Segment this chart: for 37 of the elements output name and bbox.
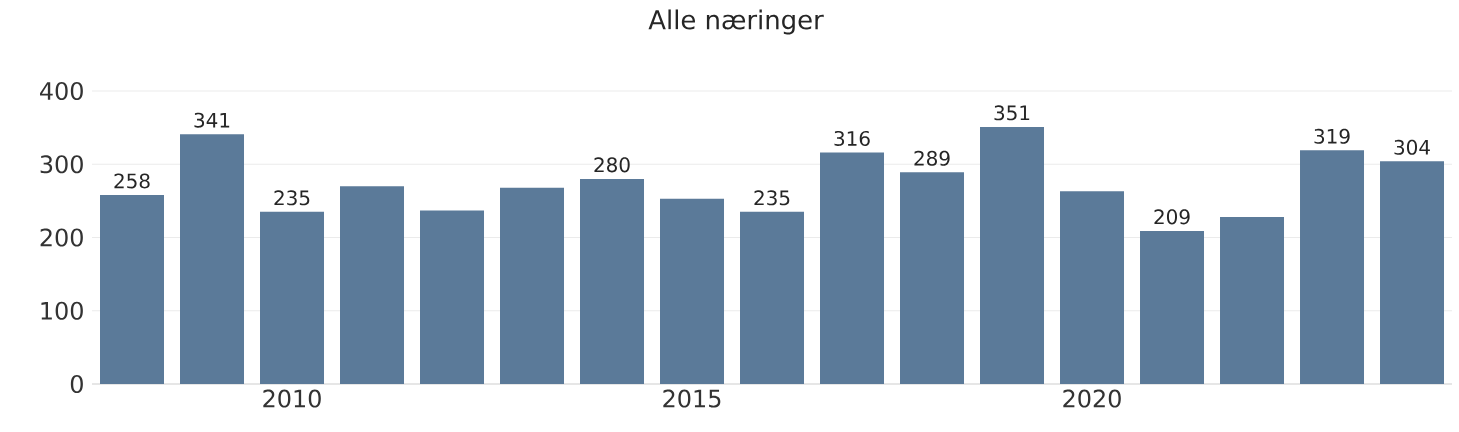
bar bbox=[1220, 216, 1285, 384]
bar bbox=[100, 195, 164, 384]
chart-title: Alle næringer bbox=[648, 9, 824, 35]
data-label: 316 bbox=[834, 130, 870, 147]
y-tick-label: 400 bbox=[40, 81, 83, 101]
bar bbox=[980, 126, 1045, 384]
data-label: 235 bbox=[754, 190, 790, 206]
bar bbox=[740, 211, 804, 384]
y-tick-label: 100 bbox=[41, 301, 83, 320]
bar bbox=[580, 178, 644, 384]
bar bbox=[1380, 161, 1445, 384]
data-label: 280 bbox=[594, 157, 630, 173]
bar bbox=[260, 211, 324, 384]
data-label: 289 bbox=[914, 150, 950, 166]
data-label: 235 bbox=[274, 190, 310, 206]
y-tick-label: 200 bbox=[40, 228, 83, 247]
data-label: 258 bbox=[114, 173, 150, 189]
x-tick-label: 2010 bbox=[263, 389, 321, 408]
y-tick-label: 300 bbox=[40, 155, 83, 174]
data-label: 341 bbox=[194, 112, 230, 128]
bar bbox=[420, 210, 484, 384]
bar bbox=[1140, 230, 1205, 384]
bar bbox=[660, 198, 724, 384]
x-tick-label: 2020 bbox=[1063, 389, 1121, 408]
bar bbox=[1300, 150, 1365, 384]
data-label: 209 bbox=[1154, 209, 1190, 225]
bar bbox=[900, 172, 964, 384]
bar bbox=[180, 134, 244, 384]
bar bbox=[340, 186, 404, 384]
data-label: 304 bbox=[1394, 139, 1430, 155]
data-label: 351 bbox=[994, 105, 1030, 121]
bar bbox=[820, 152, 884, 384]
bar bbox=[1060, 191, 1125, 384]
data-label: 319 bbox=[1314, 128, 1350, 144]
bar bbox=[500, 187, 564, 384]
x-tick-label: 2015 bbox=[663, 389, 721, 408]
y-tick-label: 0 bbox=[70, 374, 83, 394]
